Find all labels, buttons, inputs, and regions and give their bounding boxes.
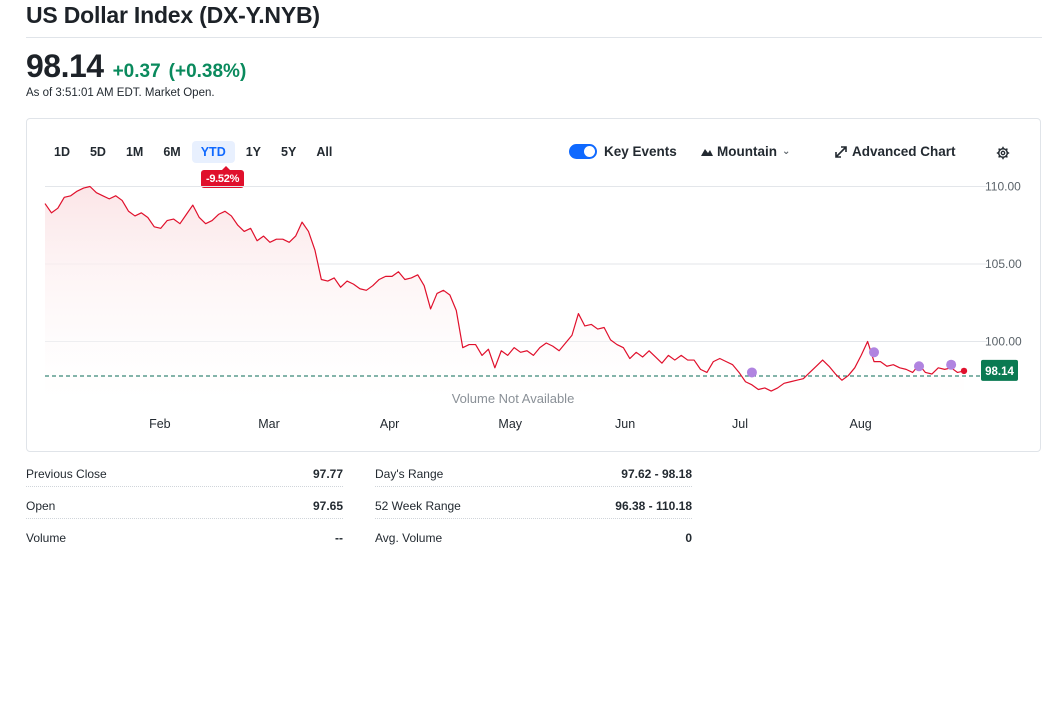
stat-previous-close: Previous Close 97.77 — [26, 462, 343, 487]
stat-52-week-range: 52 Week Range 96.38 - 110.18 — [375, 494, 692, 519]
x-tick-label: Apr — [380, 417, 399, 431]
toggle-switch[interactable] — [569, 144, 597, 159]
stat-value: 96.38 - 110.18 — [615, 499, 692, 513]
key-event-marker — [946, 359, 957, 370]
area-fill — [45, 186, 964, 405]
last-price-dot — [960, 367, 968, 375]
stat-value: 97.77 — [312, 467, 343, 481]
expand-arrows-icon — [835, 145, 847, 158]
stat-label: Volume — [26, 531, 67, 545]
chart-card: 1D 5D 1M 6M YTD 1Y 5Y All -9.52% Key Eve… — [26, 118, 1041, 452]
range-tab-1d[interactable]: 1D — [54, 145, 70, 159]
price-chart[interactable]: 110.00 105.00 100.00 Volume Not Available 98… — [27, 119, 1040, 451]
range-tab-6m[interactable]: 6M — [163, 145, 181, 159]
range-tab-5d[interactable]: 5D — [89, 145, 106, 159]
key-event-marker — [869, 347, 880, 358]
x-tick-label: Jul — [732, 417, 748, 431]
stat-open: Open 97.65 — [26, 494, 343, 519]
current-price: 98.14 — [26, 48, 104, 84]
price-line — [44, 185, 965, 392]
y-tick-label: 110.00 — [985, 179, 1021, 193]
quote-price-row: 98.14 +0.37 (+0.38%) — [26, 48, 246, 85]
range-tab-1y[interactable]: 1Y — [245, 145, 262, 159]
range-tabs: 1D 5D 1M 6M YTD 1Y 5Y All — [45, 141, 343, 163]
stat-value: 0 — [685, 531, 692, 545]
stat-label: Previous Close — [26, 467, 107, 481]
page-title: US Dollar Index (DX-Y.NYB) — [26, 2, 320, 28]
range-tab-ytd[interactable]: YTD — [191, 141, 235, 163]
stat-value: 97.65 — [312, 499, 343, 513]
last-price-tag — [981, 359, 1018, 381]
x-tick-label: Feb — [149, 417, 171, 431]
key-event-marker — [746, 367, 757, 378]
chart-type-dropdown[interactable]: Mountain ⌄ — [701, 144, 790, 159]
price-change-percent: (+0.38%) — [168, 61, 247, 82]
last-price-label: 98.14 — [985, 366, 1014, 378]
gear-icon[interactable] — [996, 146, 1010, 165]
price-change: +0.37 — [112, 61, 161, 82]
stat-label: Avg. Volume — [375, 531, 443, 545]
chevron-down-icon: ⌄ — [782, 146, 791, 157]
range-tab-all[interactable]: All — [316, 145, 333, 159]
x-tick-label: Jun — [615, 417, 635, 431]
ytd-change-badge: -9.52% — [201, 166, 245, 188]
range-tab-5y[interactable]: 5Y — [281, 145, 297, 159]
stat-volume: Volume -- — [26, 526, 343, 550]
mountain-icon — [701, 144, 713, 159]
advanced-chart-button[interactable]: Advanced Chart — [835, 144, 956, 159]
stat-value: 97.62 - 98.18 — [621, 467, 692, 481]
stat-avg-volume: Avg. Volume 0 — [375, 526, 692, 550]
title-divider — [26, 37, 1042, 38]
x-tick-label: May — [498, 417, 522, 431]
x-tick-label: Aug — [849, 417, 871, 431]
toggle-knob — [584, 146, 595, 157]
key-event-marker — [914, 361, 925, 372]
range-tab-1m[interactable]: 1M — [125, 145, 144, 159]
x-tick-label: Mar — [258, 417, 280, 431]
y-tick-label: 100.00 — [985, 334, 1022, 348]
stat-label: Open — [26, 499, 56, 513]
stat-value: -- — [335, 531, 343, 545]
stat-days-range: Day's Range 97.62 - 98.18 — [375, 462, 692, 487]
stat-label: 52 Week Range — [375, 499, 461, 513]
advanced-chart-label: Advanced Chart — [852, 144, 956, 159]
y-tick-label: 105.00 — [985, 257, 1022, 271]
stat-label: Day's Range — [375, 467, 444, 481]
key-events-label: Key Events — [604, 144, 677, 159]
as-of-timestamp: As of 3:51:01 AM EDT. Market Open. — [26, 87, 215, 99]
volume-not-available-text: Volume Not Available — [452, 391, 575, 406]
key-events-toggle[interactable]: Key Events — [569, 144, 677, 159]
chart-type-label: Mountain — [717, 144, 777, 159]
